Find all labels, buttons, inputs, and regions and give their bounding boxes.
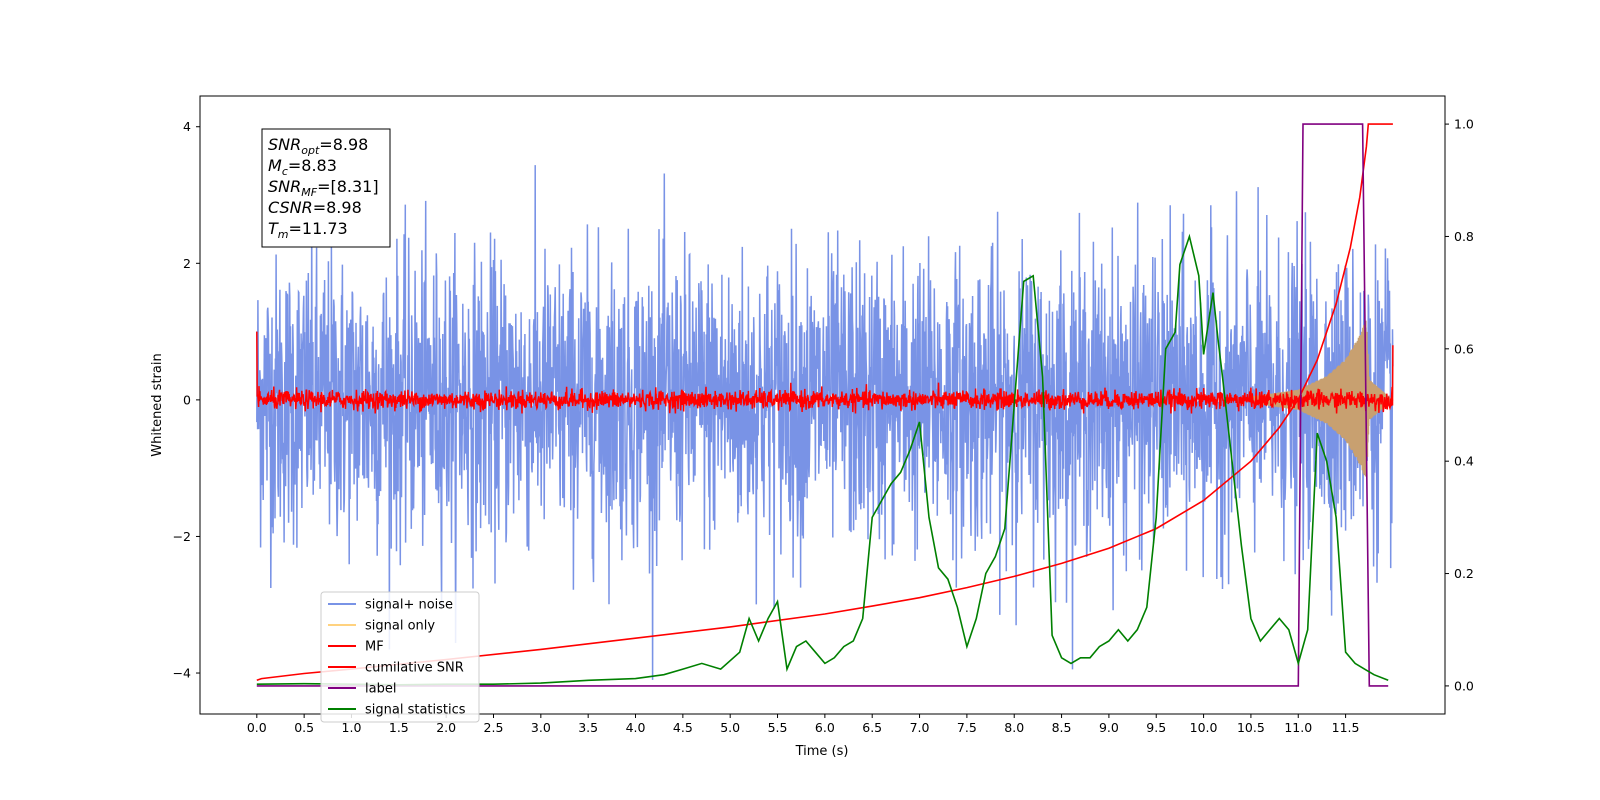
x-tick-label: 5.5 xyxy=(768,720,788,735)
series-mf-line xyxy=(256,331,1394,414)
y-right-tick-label: 0.0 xyxy=(1454,678,1474,693)
legend: signal+ noise signal only MF cumilative SNR… xyxy=(320,591,480,723)
legend-label: signal only xyxy=(365,619,435,634)
x-tick-label: 0.5 xyxy=(294,720,314,735)
y-right-tick-label: 0.4 xyxy=(1454,454,1474,469)
x-tick-label: 11.5 xyxy=(1332,720,1360,735)
legend-label: label xyxy=(365,682,396,697)
y-right-tick-label: 0.2 xyxy=(1454,566,1474,581)
y-axis-label-left: Whitened strain xyxy=(150,353,165,456)
x-tick-label: 9.5 xyxy=(1146,720,1166,735)
y-left-tick-label: 2 xyxy=(183,256,191,271)
x-tick-label: 0.0 xyxy=(247,720,267,735)
y-left-tick-label: −4 xyxy=(173,666,191,681)
y-left-tick-label: −2 xyxy=(173,529,191,544)
annotation-line: SNRopt=8.98 xyxy=(268,135,368,157)
x-tick-label: 11.0 xyxy=(1284,720,1312,735)
plot-frame xyxy=(199,95,1446,715)
x-tick-label: 8.5 xyxy=(1052,720,1072,735)
annotation-line: Tm=11.73 xyxy=(268,219,348,241)
x-tick-label: 1.0 xyxy=(342,720,362,735)
y-left-tick-label: 0 xyxy=(183,392,191,407)
x-tick-label: 7.0 xyxy=(910,720,930,735)
x-tick-label: 1.5 xyxy=(389,720,409,735)
legend-label: cumilative SNR xyxy=(365,661,464,676)
annotation-line: CSNR=8.98 xyxy=(268,198,362,217)
series-label-line xyxy=(256,123,1389,687)
legend-label: signal+ noise xyxy=(365,598,453,613)
x-tick-label: 3.5 xyxy=(578,720,598,735)
legend-label: MF xyxy=(365,640,384,655)
x-tick-label: 2.5 xyxy=(484,720,504,735)
x-tick-label: 6.0 xyxy=(815,720,835,735)
x-axis-label: Time (s) xyxy=(795,744,849,759)
legend-label: signal statistics xyxy=(365,703,466,718)
annotation-line: SNRMF=[8.31] xyxy=(268,177,379,199)
annotation-line: Mc=8.83 xyxy=(268,156,337,178)
y-right-tick-label: 0.6 xyxy=(1454,341,1474,356)
x-tick-label: 9.0 xyxy=(1099,720,1119,735)
annotation-frame xyxy=(261,128,391,248)
x-tick-label: 4.5 xyxy=(673,720,693,735)
y-right-tick-label: 1.0 xyxy=(1454,117,1474,132)
x-tick-label: 10.5 xyxy=(1237,720,1265,735)
x-tick-label: 2.0 xyxy=(436,720,456,735)
x-tick-label: 6.5 xyxy=(862,720,882,735)
y-left-tick-label: 4 xyxy=(183,119,191,134)
x-tick-label: 3.0 xyxy=(531,720,551,735)
y-right-tick-label: 0.8 xyxy=(1454,229,1474,244)
x-tick-label: 8.0 xyxy=(1004,720,1024,735)
x-tick-label: 5.0 xyxy=(720,720,740,735)
legend-frame xyxy=(320,591,480,723)
x-tick-label: 4.0 xyxy=(626,720,646,735)
x-tick-label: 10.0 xyxy=(1190,720,1218,735)
series-signal-statistics-line xyxy=(256,233,1389,686)
x-tick-label: 7.5 xyxy=(957,720,977,735)
